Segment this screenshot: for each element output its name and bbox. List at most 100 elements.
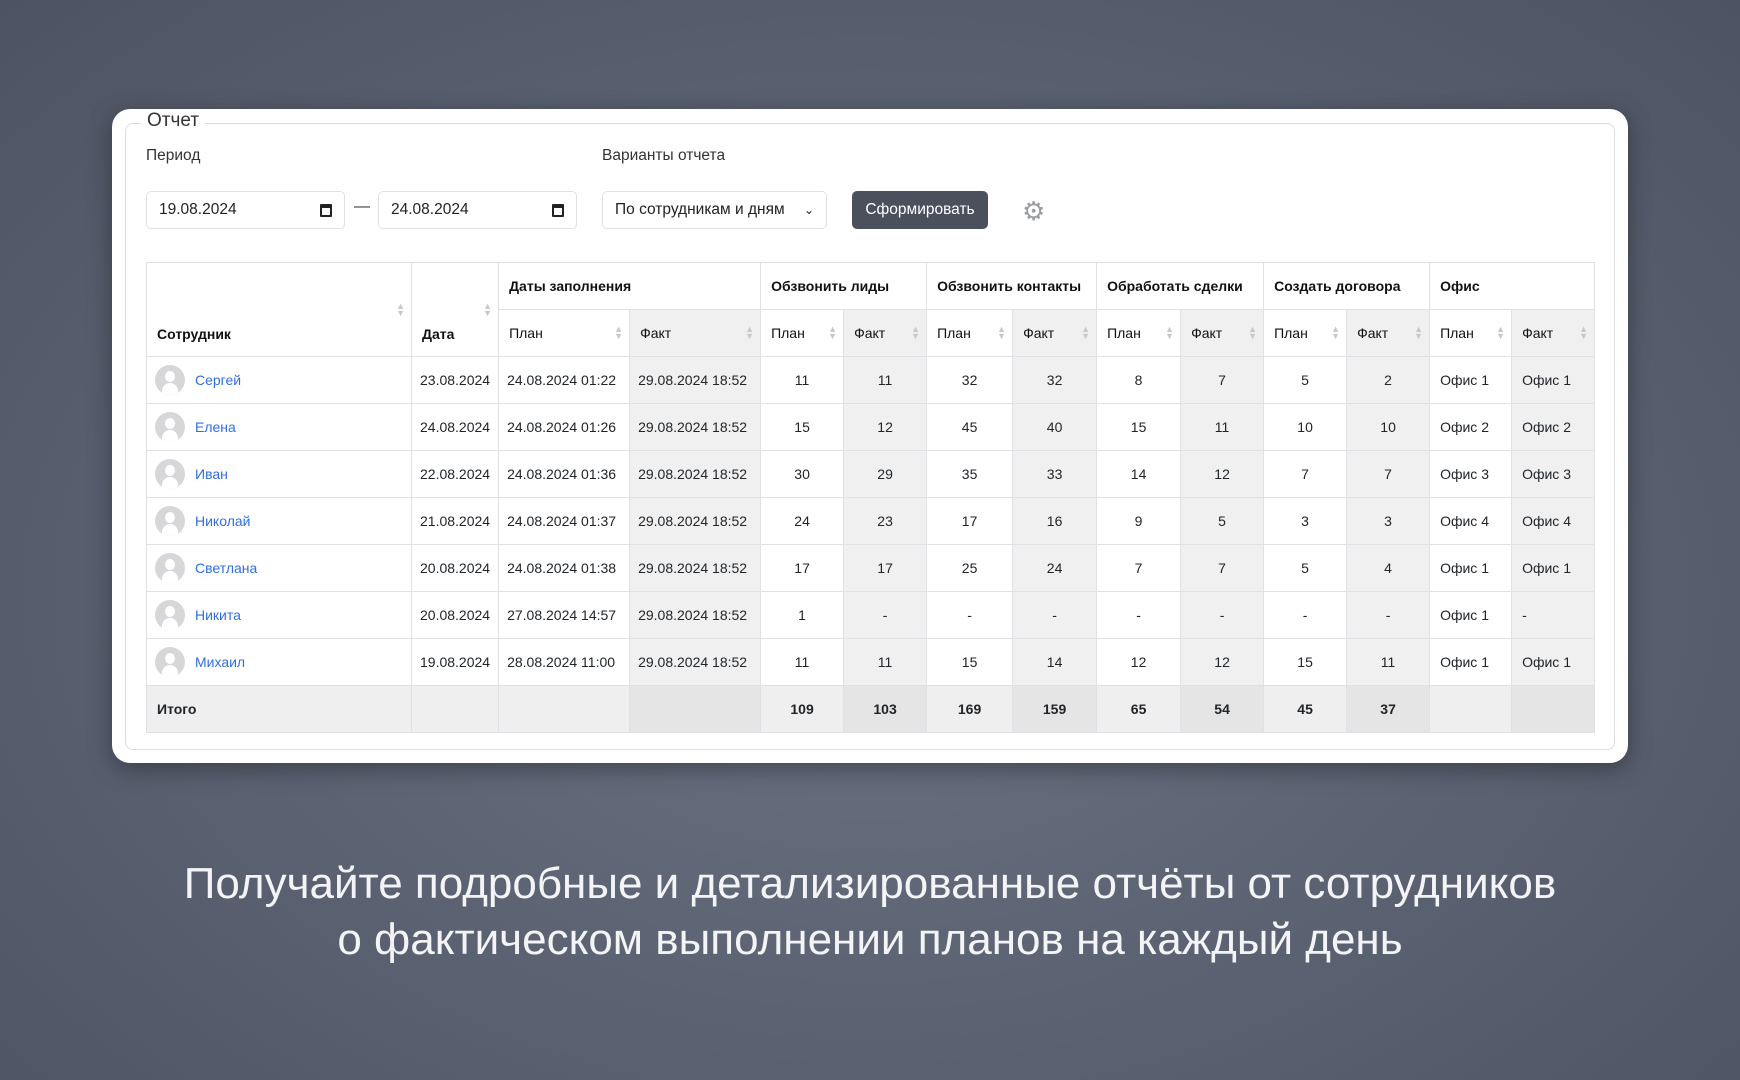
table-cell: Офис 4 — [1429, 497, 1513, 545]
sort-icon[interactable]: ▲ ▼ — [828, 324, 838, 341]
column-plan-label: План — [937, 325, 971, 341]
report-table: Сотрудник ▲ ▼ Дата ▲ ▼ Даты заполнения Обзвонит… — [146, 262, 1596, 733]
column-plan[interactable]: План ▲ ▼ — [926, 309, 1014, 357]
table-cell: 14 — [1012, 638, 1098, 686]
gear-icon[interactable]: ⚙ — [1022, 196, 1046, 226]
employee-cell: Елена — [147, 412, 411, 442]
column-fact[interactable]: Факт ▲ ▼ — [629, 309, 762, 357]
table-cell: 24.08.2024 01:37 — [498, 497, 631, 545]
table-cell: 11 — [1180, 403, 1265, 451]
table-cell: 7 — [1346, 450, 1431, 498]
column-plan[interactable]: План ▲ ▼ — [760, 309, 845, 357]
column-fact[interactable]: Факт ▲ ▼ — [1012, 309, 1098, 357]
employee-cell: Николай — [147, 506, 411, 536]
table-cell: Офис 2 — [1511, 403, 1596, 451]
sort-icon[interactable]: ▲ ▼ — [614, 324, 624, 341]
sort-icon[interactable]: ▲ ▼ — [1496, 324, 1506, 341]
table-cell: - — [1511, 591, 1596, 639]
sort-icon[interactable]: ▲ ▼ — [1081, 324, 1091, 341]
table-cell: Офис 1 — [1429, 638, 1513, 686]
column-employee[interactable]: Сотрудник ▲ ▼ — [146, 262, 412, 357]
report-variant-select[interactable]: По сотрудникам и дням ⌄ — [602, 191, 827, 229]
table-cell: Офис 1 — [1511, 638, 1596, 686]
date-from-input[interactable]: 19.08.2024 — [146, 191, 345, 229]
table-cell: 7 — [1180, 544, 1265, 592]
table-cell: Офис 2 — [1429, 403, 1513, 451]
table-cell: 4 — [1346, 544, 1431, 592]
table-cell: Иван — [146, 450, 412, 498]
employee-link[interactable]: Сергей — [195, 372, 242, 388]
table-cell: 5 — [1263, 356, 1348, 404]
column-plan[interactable]: План ▲ ▼ — [1263, 309, 1348, 357]
table-cell: 35 — [926, 450, 1014, 498]
sort-icon[interactable]: ▲ ▼ — [1579, 324, 1589, 341]
sort-icon[interactable]: ▲ ▼ — [1414, 324, 1424, 341]
column-fact[interactable]: Факт ▲ ▼ — [1511, 309, 1596, 357]
table-cell: - — [843, 591, 928, 639]
report-fieldset: Отчет — [125, 110, 1615, 750]
table-cell: 16 — [1012, 497, 1098, 545]
table-cell: 9 — [1096, 497, 1182, 545]
table-cell: 20.08.2024 — [410, 544, 500, 592]
table-cell: 10 — [1346, 403, 1431, 451]
header-row-sub: План ▲ ▼ Факт ▲ ▼ План ▲ ▼ Факт ▲ ▼ План ▲ ▼ Факт ▲ ▼ План… — [147, 309, 1596, 357]
column-fact[interactable]: Факт ▲ ▼ — [1180, 309, 1265, 357]
employee-link[interactable]: Елена — [195, 419, 236, 435]
column-fact-label: Факт — [640, 325, 672, 341]
table-cell: 23 — [843, 497, 928, 545]
totals-cell: 103 — [843, 685, 928, 733]
date-to-input[interactable]: 24.08.2024 — [378, 191, 577, 229]
table-cell: 12 — [1096, 638, 1182, 686]
column-plan-label: План — [1274, 325, 1308, 341]
table-cell: 15 — [926, 638, 1014, 686]
table-cell: 15 — [760, 403, 845, 451]
calendar-icon[interactable] — [552, 203, 564, 217]
table-cell: 17 — [760, 544, 845, 592]
employee-link[interactable]: Михаил — [195, 654, 246, 670]
table-cell: 5 — [1263, 544, 1348, 592]
header-row-groups: Сотрудник ▲ ▼ Дата ▲ ▼ Даты заполнения Обзвонит… — [146, 262, 1596, 357]
column-date-label: Дата — [422, 326, 455, 342]
table-cell: 14 — [1096, 450, 1182, 498]
caption-line-1: Получайте подробные и детализированные о… — [183, 859, 1557, 908]
totals-cell: 65 — [1096, 685, 1182, 733]
column-fact[interactable]: Факт ▲ ▼ — [843, 309, 928, 357]
employee-cell: Никита — [147, 600, 411, 630]
sort-icon[interactable]: ▲ ▼ — [997, 324, 1007, 341]
employee-link[interactable]: Никита — [195, 607, 241, 623]
generate-button[interactable]: Сформировать — [852, 191, 988, 229]
table-cell: - — [1012, 591, 1098, 639]
sort-icon[interactable]: ▲ ▼ — [745, 324, 755, 341]
table-cell: Никита — [146, 591, 412, 639]
column-fact-label: Факт — [1023, 325, 1055, 341]
table-row: Елена 24.08.2024 24.08.2024 01:26 29.08.202… — [146, 403, 1596, 451]
table-row: Иван 22.08.2024 24.08.2024 01:36 29.08.2024… — [146, 450, 1596, 498]
column-employee-label: Сотрудник — [157, 326, 231, 342]
table-cell: 1 — [760, 591, 845, 639]
table-cell: 17 — [926, 497, 1014, 545]
column-fact-label: Факт — [1357, 325, 1389, 341]
table-cell: 12 — [1180, 450, 1265, 498]
table-cell: 7 — [1180, 356, 1265, 404]
calendar-icon[interactable] — [320, 203, 332, 217]
table-cell: 3 — [1346, 497, 1431, 545]
column-plan[interactable]: План ▲ ▼ — [1429, 309, 1513, 357]
column-plan[interactable]: План ▲ ▼ — [1096, 309, 1182, 357]
column-plan[interactable]: План ▲ ▼ — [498, 309, 631, 357]
table-cell: 7 — [1263, 450, 1348, 498]
sort-icon[interactable]: ▲ ▼ — [1165, 324, 1175, 341]
employee-link[interactable]: Светлана — [195, 560, 258, 576]
employee-link[interactable]: Иван — [195, 466, 228, 482]
table-cell: Николай — [146, 497, 412, 545]
sort-icon[interactable]: ▲ ▼ — [483, 300, 493, 318]
sort-icon[interactable]: ▲ ▼ — [1331, 324, 1341, 341]
employee-link[interactable]: Николай — [195, 513, 251, 529]
sort-icon[interactable]: ▲ ▼ — [1248, 324, 1258, 341]
column-plan-label: План — [771, 325, 805, 341]
column-fact[interactable]: Факт ▲ ▼ — [1346, 309, 1431, 357]
sort-icon[interactable]: ▲ ▼ — [911, 324, 921, 341]
sort-icon[interactable]: ▲ ▼ — [396, 300, 405, 318]
table-cell: 32 — [1012, 356, 1098, 404]
table-row: Никита 20.08.2024 27.08.2024 14:57 29.08.20… — [146, 591, 1596, 639]
column-date[interactable]: Дата ▲ ▼ — [410, 262, 500, 357]
